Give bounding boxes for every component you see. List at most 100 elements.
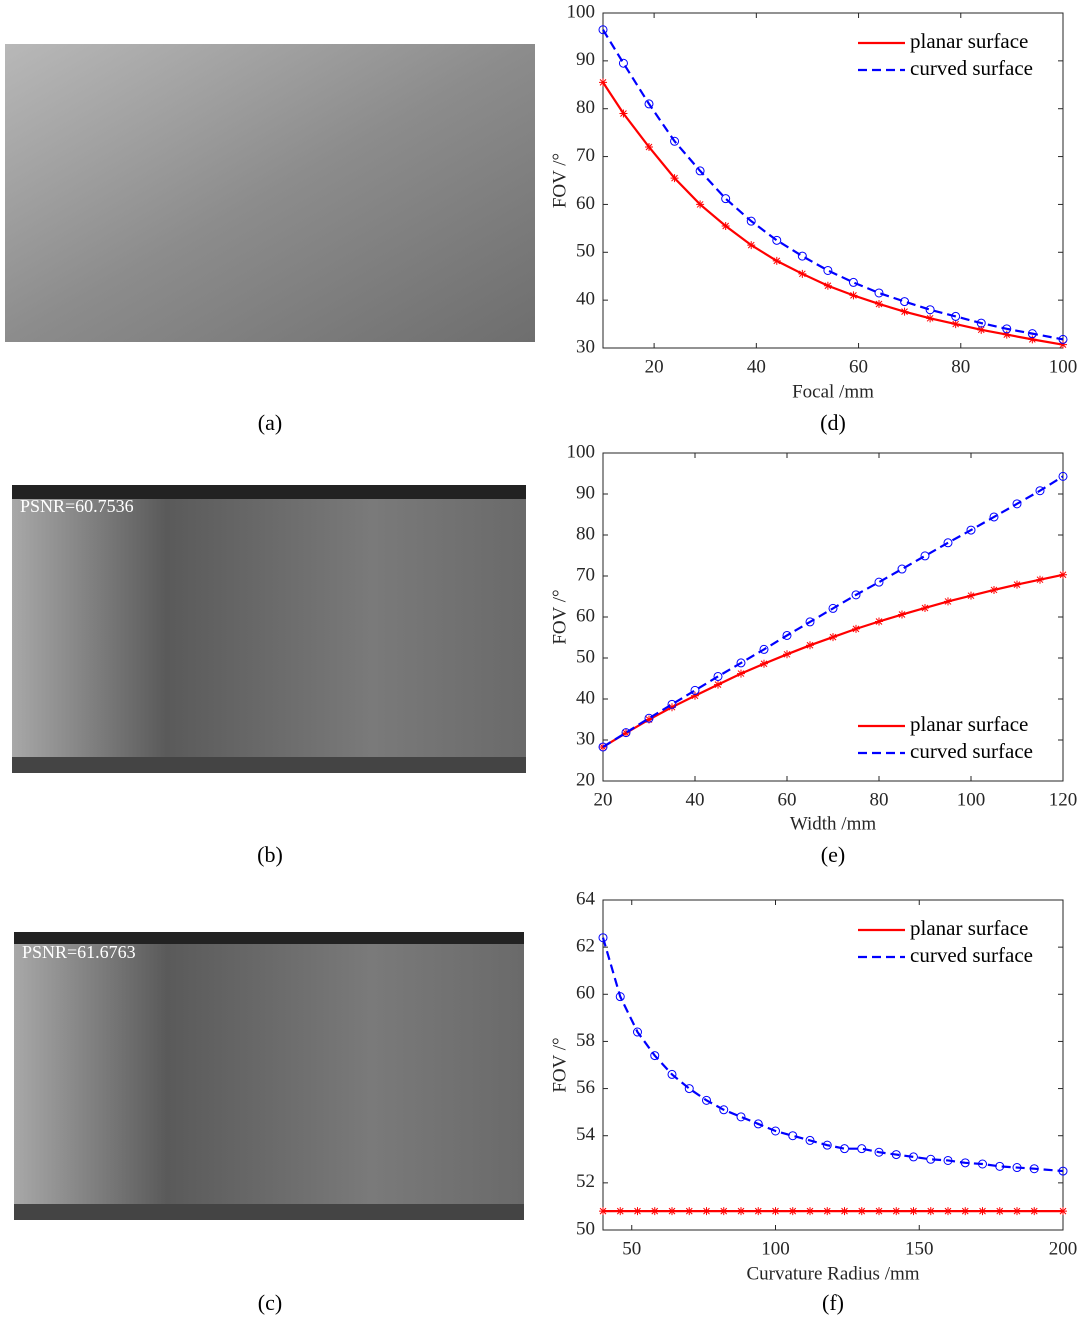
y-tick-label: 80 — [576, 97, 595, 118]
marker — [875, 618, 883, 626]
marker — [616, 1207, 624, 1215]
x-tick-label: 50 — [622, 1238, 641, 1259]
panel-label: (f) — [822, 1290, 844, 1315]
y-tick-label: 54 — [576, 1124, 596, 1145]
marker — [783, 650, 791, 658]
marker — [722, 222, 730, 230]
y-tick-label: 52 — [576, 1171, 595, 1192]
y-tick-label: 70 — [576, 145, 595, 166]
marker — [901, 308, 909, 316]
marker — [996, 1207, 1004, 1215]
x-tick-label: 60 — [849, 356, 868, 377]
y-axis-label: FOV /° — [549, 1037, 570, 1092]
marker — [619, 110, 627, 118]
x-tick-label: 100 — [957, 789, 986, 810]
marker — [634, 1207, 642, 1215]
y-tick-label: 60 — [576, 983, 595, 1004]
photo — [14, 932, 524, 1220]
x-tick-label: 120 — [1049, 789, 1078, 810]
marker — [747, 241, 755, 249]
marker — [858, 1207, 866, 1215]
legend-label: planar surface — [910, 29, 1028, 53]
panel-label: (e) — [821, 842, 845, 867]
y-tick-label: 40 — [576, 289, 595, 310]
y-tick-label: 50 — [576, 646, 595, 667]
marker — [720, 1207, 728, 1215]
marker — [1013, 581, 1021, 589]
y-tick-label: 80 — [576, 523, 595, 544]
marker — [671, 174, 679, 182]
marker — [849, 291, 857, 299]
x-tick-label: 200 — [1049, 1238, 1078, 1259]
marker — [952, 320, 960, 328]
marker — [737, 670, 745, 678]
marker — [852, 625, 860, 633]
marker — [760, 660, 768, 668]
y-tick-label: 58 — [576, 1030, 595, 1051]
marker — [927, 1207, 935, 1215]
photo-band — [14, 1204, 524, 1220]
y-tick-label: 90 — [576, 49, 595, 70]
x-tick-label: 100 — [1049, 356, 1078, 377]
marker — [910, 1207, 918, 1215]
marker — [1030, 1207, 1038, 1215]
marker — [967, 592, 975, 600]
panel-label: (c) — [258, 1290, 282, 1315]
y-tick-label: 50 — [576, 241, 595, 262]
y-tick-label: 70 — [576, 564, 595, 585]
marker — [1036, 576, 1044, 584]
marker — [829, 633, 837, 641]
marker — [754, 1207, 762, 1215]
x-axis-label: Focal /mm — [792, 381, 874, 402]
y-tick-label: 60 — [576, 605, 595, 626]
x-axis-label: Width /mm — [790, 813, 877, 834]
marker — [875, 300, 883, 308]
marker — [599, 78, 607, 86]
annotation: PSNR=61.6763 — [22, 942, 136, 962]
y-tick-label: 30 — [576, 336, 595, 357]
marker — [944, 1207, 952, 1215]
legend-label: planar surface — [910, 712, 1028, 736]
y-axis-label: FOV /° — [549, 589, 570, 644]
marker — [824, 282, 832, 290]
marker — [773, 257, 781, 265]
panel-label: (b) — [257, 842, 283, 867]
marker — [875, 1207, 883, 1215]
y-tick-label: 20 — [576, 769, 595, 790]
photo — [5, 44, 535, 342]
y-tick-label: 100 — [567, 1, 596, 22]
legend-label: curved surface — [910, 739, 1033, 763]
marker — [696, 200, 704, 208]
y-tick-label: 62 — [576, 936, 595, 957]
marker — [979, 1207, 987, 1215]
x-axis-label: Curvature Radius /mm — [746, 1263, 919, 1284]
marker — [898, 611, 906, 619]
marker — [1059, 571, 1067, 579]
marker — [703, 1207, 711, 1215]
marker — [772, 1207, 780, 1215]
photo — [12, 485, 526, 773]
marker — [921, 604, 929, 612]
legend-label: curved surface — [910, 943, 1033, 967]
marker — [944, 597, 952, 605]
marker — [714, 681, 722, 689]
y-tick-label: 100 — [567, 441, 596, 462]
x-tick-label: 40 — [747, 356, 766, 377]
x-tick-label: 60 — [778, 789, 797, 810]
y-tick-label: 50 — [576, 1218, 595, 1239]
y-tick-label: 90 — [576, 482, 595, 503]
y-tick-label: 60 — [576, 193, 595, 214]
marker — [990, 586, 998, 594]
y-tick-label: 64 — [576, 888, 596, 909]
marker — [789, 1207, 797, 1215]
marker — [668, 1207, 676, 1215]
x-tick-label: 80 — [870, 789, 889, 810]
marker — [651, 1207, 659, 1215]
x-tick-label: 80 — [951, 356, 970, 377]
y-tick-label: 40 — [576, 687, 595, 708]
x-tick-label: 40 — [686, 789, 705, 810]
x-tick-label: 20 — [594, 789, 613, 810]
y-tick-label: 56 — [576, 1077, 595, 1098]
panel-label: (d) — [820, 410, 846, 435]
marker — [599, 1207, 607, 1215]
